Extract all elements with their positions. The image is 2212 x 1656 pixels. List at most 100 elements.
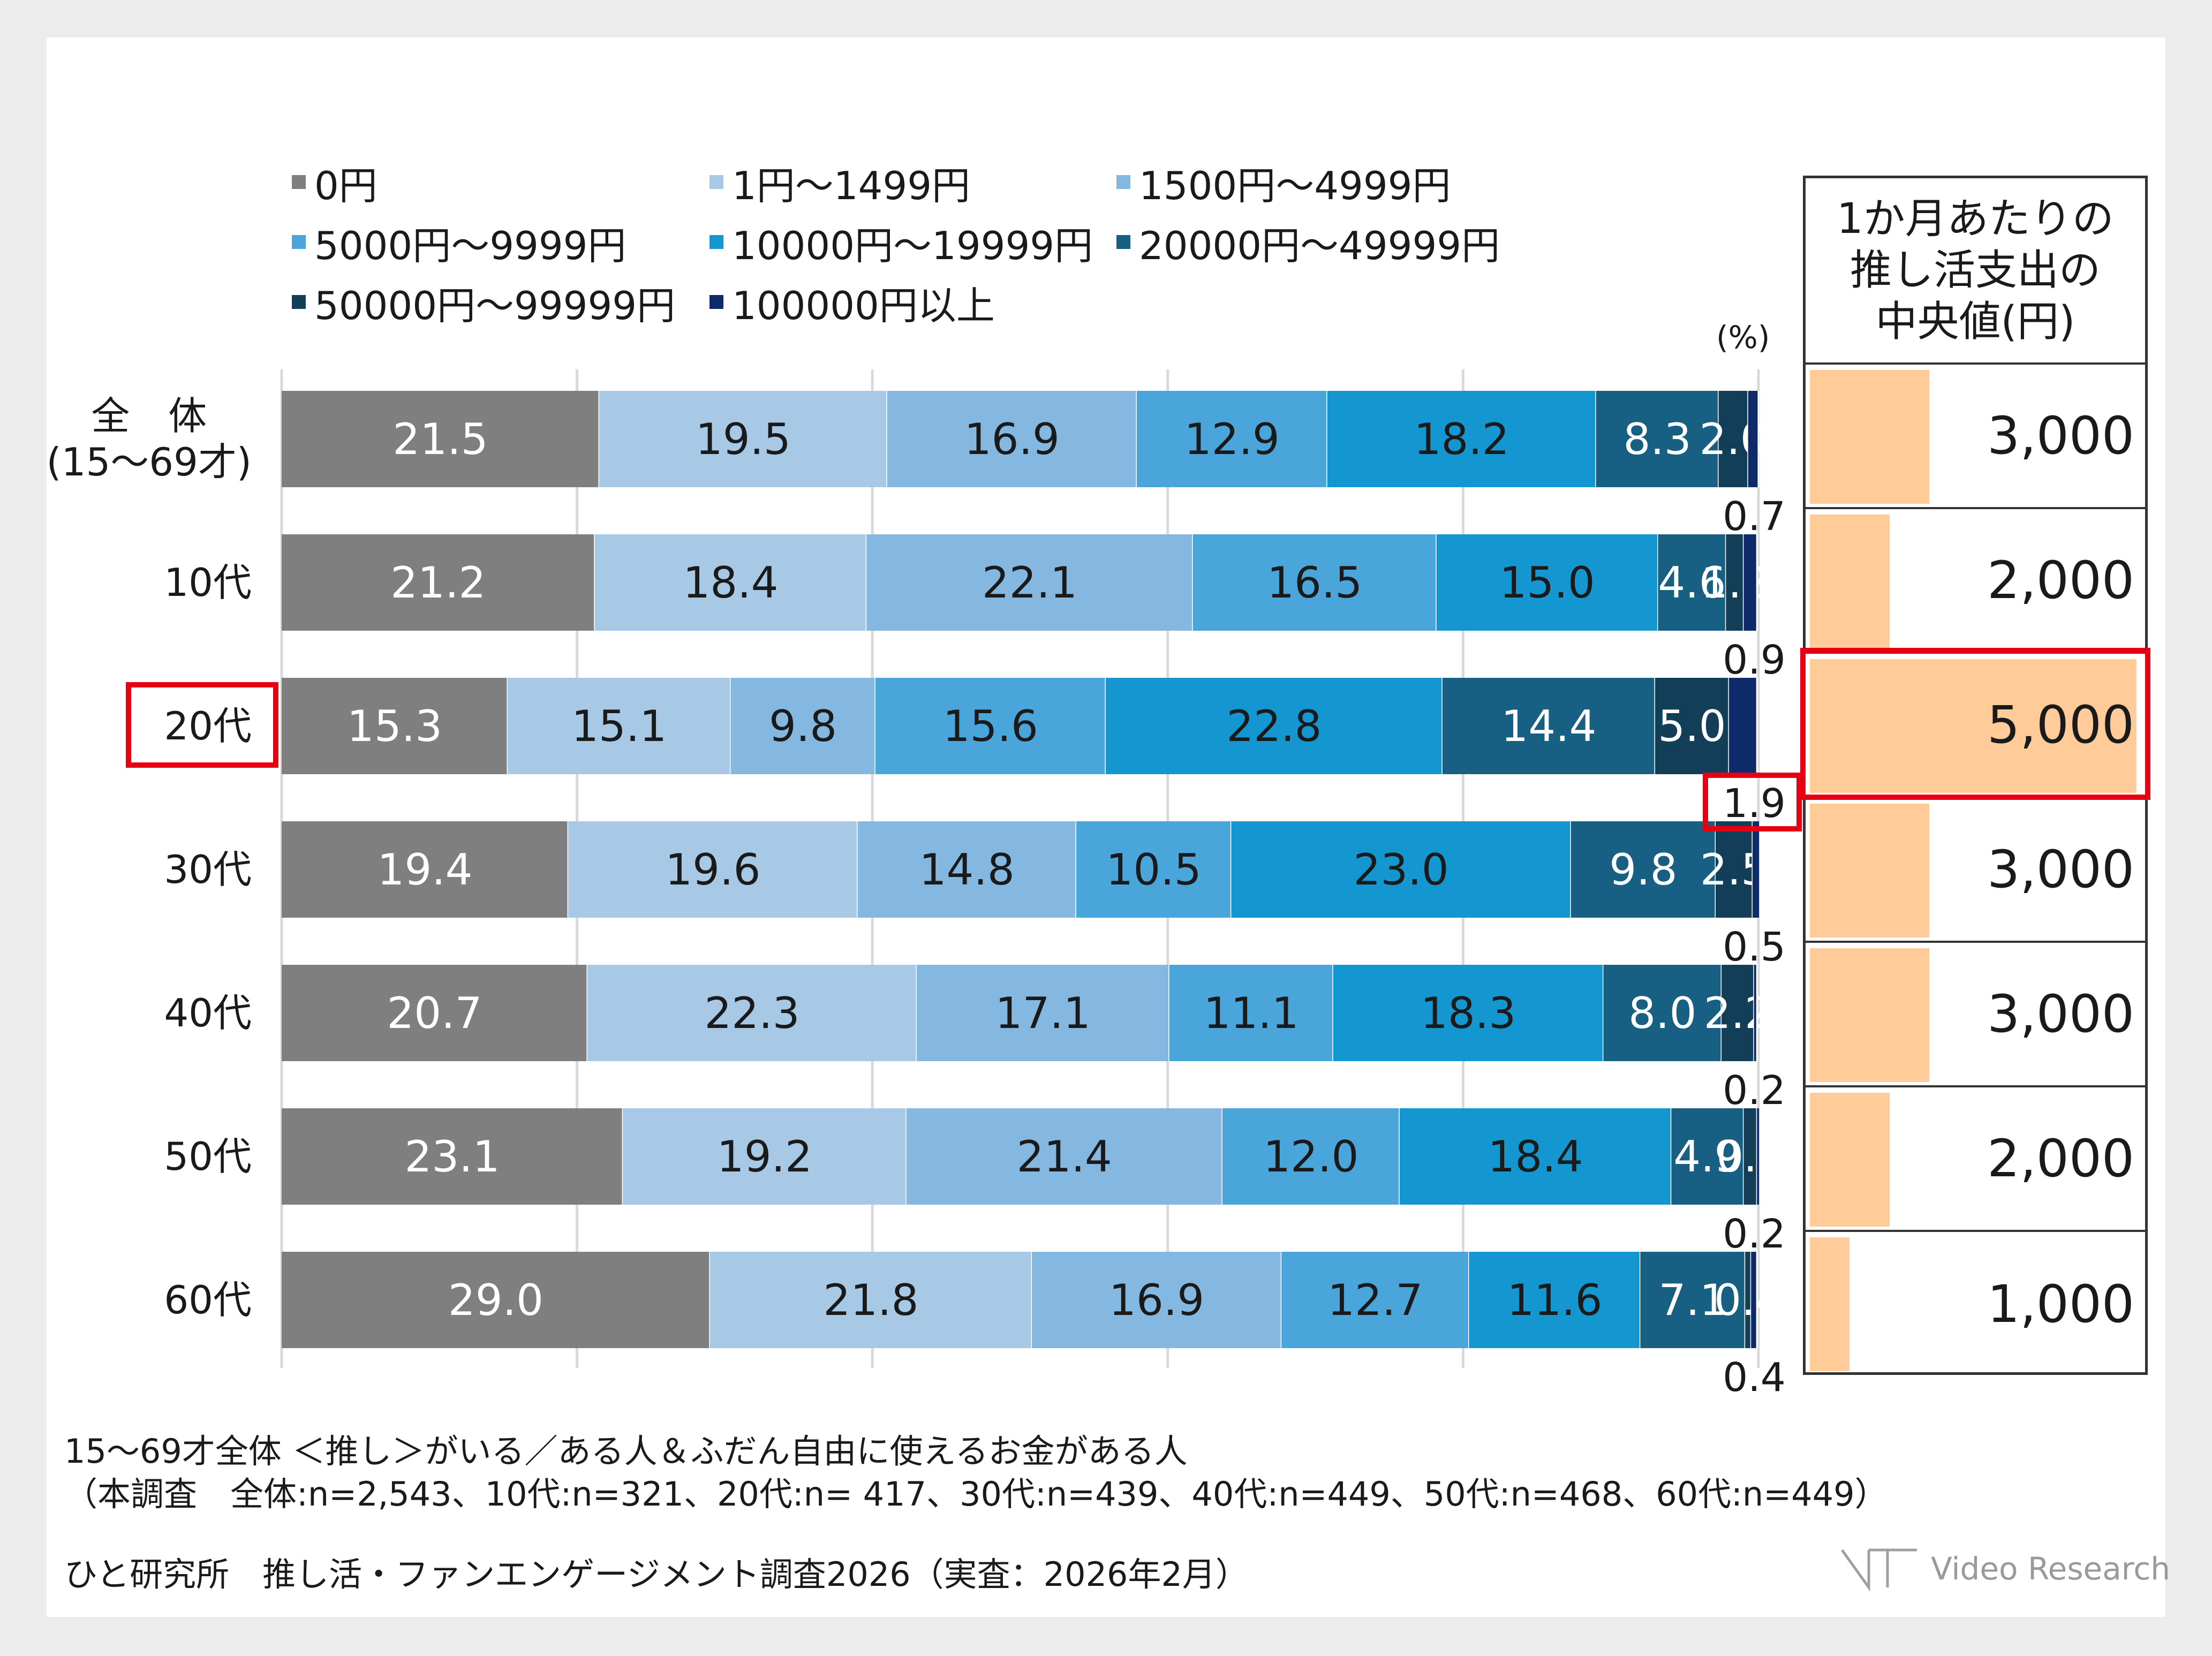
- legend-swatch: [709, 175, 723, 189]
- data-label: 16.9: [964, 414, 1060, 464]
- data-label-outside: 1.9: [1723, 781, 1786, 827]
- data-label: 21.2: [390, 558, 486, 608]
- unit-label: (%): [1716, 319, 1770, 356]
- legend-label: 1500円～4999円: [1139, 163, 1451, 208]
- bar-segment: [1469, 1252, 1641, 1348]
- note-n-sizes: （本調査 全体:n=2,543、10代:n=321、20代:n= 417、30代…: [64, 1474, 1888, 1514]
- bar-segment: [1032, 1252, 1282, 1348]
- median-row: 1,000: [1806, 1232, 2145, 1377]
- bar-segment: [857, 821, 1076, 918]
- data-label: 23.1: [404, 1132, 500, 1182]
- data-label: 20.7: [387, 988, 482, 1038]
- bar-segment: [282, 534, 595, 631]
- median-value: 2,000: [1987, 1129, 2134, 1189]
- bar-segment: [587, 965, 917, 1061]
- category-label: 30代: [164, 846, 252, 893]
- bar-segment: [709, 1252, 1032, 1348]
- median-value: 2,000: [1987, 550, 2134, 610]
- bar-segment: [1743, 534, 1757, 631]
- bar-segment: [1658, 534, 1726, 631]
- median-bar: [1810, 1093, 1890, 1227]
- median-panel: 1か月あたりの 推し活支出の 中央値(円) 3,000 2,000 5,000 3,0…: [1803, 176, 2148, 1375]
- bar-segment: [282, 391, 599, 487]
- bar-segment: [1716, 821, 1753, 918]
- median-bar: [1810, 515, 1890, 648]
- brand-logo: Video Research: [1837, 1545, 2170, 1593]
- data-label: 9.8: [1609, 845, 1677, 895]
- category-label-line: 50代: [164, 1134, 252, 1179]
- bar-segment: [282, 678, 508, 774]
- bar-segment: [1169, 965, 1333, 1061]
- legend-item: 100000円以上: [709, 275, 995, 329]
- bar-segment: [1640, 1252, 1746, 1348]
- data-label: 0.4: [1714, 1275, 1782, 1325]
- median-row: 3,000: [1806, 798, 2145, 943]
- bar-segment: [568, 821, 858, 918]
- bar-segment: [1748, 391, 1758, 487]
- category-label-line: 全 体: [91, 394, 207, 438]
- bar-segment: [1603, 965, 1722, 1061]
- bar-segment: [1192, 534, 1437, 631]
- bar-segment: [1231, 821, 1571, 918]
- bar-segment: [1751, 1252, 1757, 1348]
- legend-item: 1円～1499円: [709, 155, 970, 209]
- median-bar: [1810, 804, 1930, 937]
- data-label: 18.4: [683, 558, 778, 608]
- data-label: 23.0: [1354, 845, 1449, 895]
- category-label: 60代: [164, 1277, 252, 1323]
- bar-segment: [1436, 534, 1658, 631]
- median-row: 5,000: [1806, 654, 2145, 798]
- data-label-outside: 0.2: [1723, 1211, 1786, 1257]
- legend-item: 1500円～4999円: [1116, 155, 1451, 209]
- legend-label: 10000円～19999円: [732, 223, 1093, 268]
- median-bar: [1810, 1237, 1850, 1371]
- data-label: 14.8: [919, 845, 1015, 895]
- data-label: 1.2: [1701, 558, 1769, 608]
- bar-segment: [1718, 391, 1748, 487]
- source-text: ひと研究所 推し活・ファンエンゲージメント調査2026（実査：2026年2月）: [64, 1555, 1249, 1594]
- data-label: 22.1: [982, 558, 1077, 608]
- median-row: 2,000: [1806, 1087, 2145, 1232]
- data-label: 17.1: [995, 988, 1091, 1038]
- legend-label: 100000円以上: [732, 283, 995, 328]
- bar-segment: [282, 1108, 623, 1205]
- data-label: 18.4: [1488, 1132, 1583, 1182]
- data-label: 11.1: [1204, 988, 1299, 1038]
- bar-segment: [1333, 965, 1604, 1061]
- bar-segment: [730, 678, 875, 774]
- category-label-line: 40代: [164, 990, 252, 1035]
- category-label: 40代: [164, 990, 252, 1036]
- data-label: 15.0: [1500, 558, 1595, 608]
- data-label: 10.5: [1106, 845, 1202, 895]
- bar-segment: [1442, 678, 1655, 774]
- legend-label: 50000円～99999円: [314, 283, 676, 328]
- data-label-outside: 0.9: [1723, 637, 1786, 683]
- category-label-line: (15～69才): [46, 440, 252, 485]
- legend-swatch: [1116, 175, 1130, 189]
- data-label-outside: 0.4: [1723, 1355, 1786, 1401]
- bar-segment: [1105, 678, 1443, 774]
- bar-segment: [1754, 965, 1757, 1061]
- data-label: 22.3: [704, 988, 799, 1038]
- data-label: 4.6: [1658, 558, 1726, 608]
- bar-segment: [1222, 1108, 1400, 1205]
- legend-label: 20000円～49999円: [1139, 223, 1500, 268]
- median-row: 3,000: [1806, 365, 2145, 509]
- legend-swatch: [292, 235, 306, 249]
- highlight-box-small-value: [1703, 773, 1802, 831]
- bar-segment: [282, 965, 587, 1061]
- data-label: 2.2: [1704, 988, 1772, 1038]
- category-label-line: 20代: [164, 704, 252, 748]
- bar-segment: [1671, 1108, 1744, 1205]
- data-label: 0.9: [1716, 1132, 1784, 1182]
- bar-segment: [1076, 821, 1232, 918]
- category-label: 10代: [164, 559, 252, 606]
- median-bar: [1810, 948, 1930, 1082]
- data-label: 12.9: [1184, 414, 1280, 464]
- bar-segment: [1752, 821, 1760, 918]
- bar-segment: [507, 678, 731, 774]
- bar-segment: [887, 391, 1137, 487]
- bar-segment: [1655, 678, 1729, 774]
- highlight-box-category: [126, 682, 278, 768]
- data-label: 11.6: [1507, 1275, 1602, 1325]
